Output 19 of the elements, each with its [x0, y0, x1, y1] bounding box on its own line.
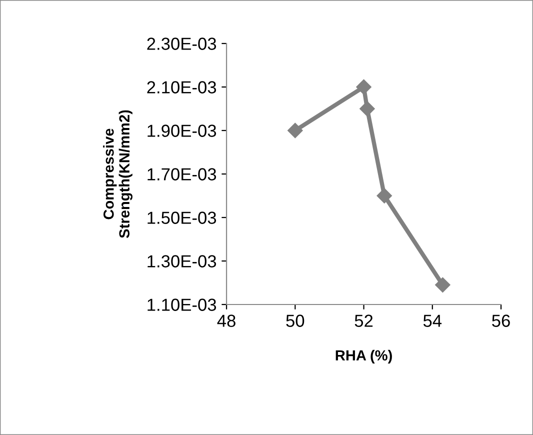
- x-tick-label: 48: [217, 314, 236, 327]
- x-tick-label: 56: [492, 314, 510, 327]
- x-tick-label: 52: [354, 314, 373, 327]
- x-tick-label: 50: [286, 314, 304, 327]
- x-axis-title: RHA (%): [336, 350, 392, 364]
- point: [360, 101, 375, 116]
- point: [356, 79, 372, 95]
- point: [435, 277, 450, 292]
- point: [376, 188, 392, 204]
- y-tick-label: 1.30E-03: [148, 255, 216, 268]
- y-tick-label: 1.90E-03: [148, 124, 216, 137]
- x-tick-label: 54: [423, 314, 442, 327]
- y-axis-title: Compressive Strength(KN/mm2): [103, 110, 132, 238]
- y-tick-label: 1.10E-03: [148, 298, 216, 311]
- y-tick-label: 1.70E-03: [148, 168, 216, 180]
- point: [288, 122, 303, 138]
- y-tick-label: 2.30E-03: [147, 38, 216, 50]
- y-tick-label: 1.50E-03: [148, 212, 216, 224]
- y-tick-label: 2.10E-03: [147, 81, 216, 94]
